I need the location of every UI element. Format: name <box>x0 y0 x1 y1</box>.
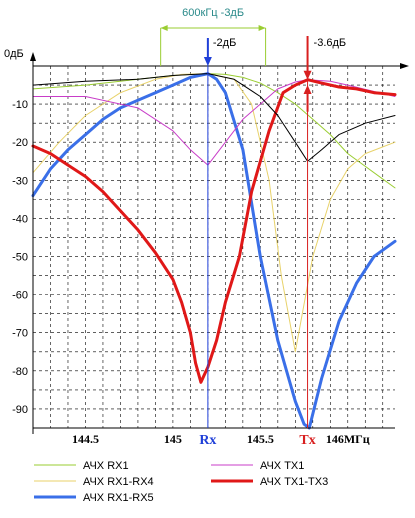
y-tick-label: -40 <box>12 213 28 225</box>
y-tick-label: -90 <box>12 404 28 416</box>
series-line-0 <box>32 73 396 189</box>
rx-level-label: -2дБ <box>213 37 236 49</box>
legend-label: АЧХ TX1-TX3 <box>260 476 328 488</box>
bandwidth-label: 600кГц -3дБ <box>182 7 244 19</box>
annotations-layer: 600кГц -3дБ -2дБ -3.6дБ <box>160 7 347 66</box>
y-tick-label: -60 <box>12 290 28 302</box>
legend-label: АЧХ TX1 <box>260 460 304 472</box>
legend-label: АЧХ RX1-RX5 <box>83 492 154 504</box>
y-tick-label: -10 <box>12 99 28 111</box>
bandwidth-left-arrow-icon <box>160 25 168 31</box>
bandwidth-right-arrow-icon <box>258 25 266 31</box>
x-axis-arrow-icon <box>400 63 409 69</box>
x-tick-label: 145.5 <box>247 432 274 446</box>
legend-label: АЧХ RX1-RX4 <box>83 476 154 488</box>
y-tick-label: 0дБ <box>4 48 24 60</box>
legend-label: АЧХ RX1 <box>83 460 129 472</box>
series-line-1 <box>32 73 396 353</box>
y-axis-arrow-icon <box>30 52 36 61</box>
series-line-2 <box>31 72 397 430</box>
axes: 0дБ -10 -20 -30 -40 -50 -60 -70 -80 -90 144.5 145 14… <box>4 48 409 446</box>
level-arrow-up-icon <box>303 85 312 95</box>
markers-layer: Rx Tx <box>199 36 316 448</box>
legend: АЧХ RX1 АЧХ RX1-RX4 АЧХ RX1-RX5 АЧХ TX1 АЧХ … <box>34 460 328 504</box>
y-tick-label: -30 <box>12 175 28 187</box>
x-tick-label: 146МГц <box>326 432 370 446</box>
level-arrow-icon <box>303 70 312 80</box>
y-tick-label: -80 <box>12 366 28 378</box>
tx-level-label: -3.6дБ <box>314 37 347 49</box>
y-tick-label: -50 <box>12 252 28 264</box>
series-line-5 <box>32 73 396 162</box>
x-tick-label: 144.5 <box>72 432 99 446</box>
x-tick-label: 145 <box>164 432 182 446</box>
level-arrow-icon <box>203 57 212 66</box>
marker-label: Rx <box>199 433 216 448</box>
grid <box>33 65 395 429</box>
series-line-3 <box>32 79 396 166</box>
y-tick-label: -20 <box>12 137 28 149</box>
series-line-4 <box>31 78 397 384</box>
y-tick-label: -70 <box>12 328 28 340</box>
marker-label: Tx <box>299 433 315 448</box>
series-layer <box>31 72 397 430</box>
